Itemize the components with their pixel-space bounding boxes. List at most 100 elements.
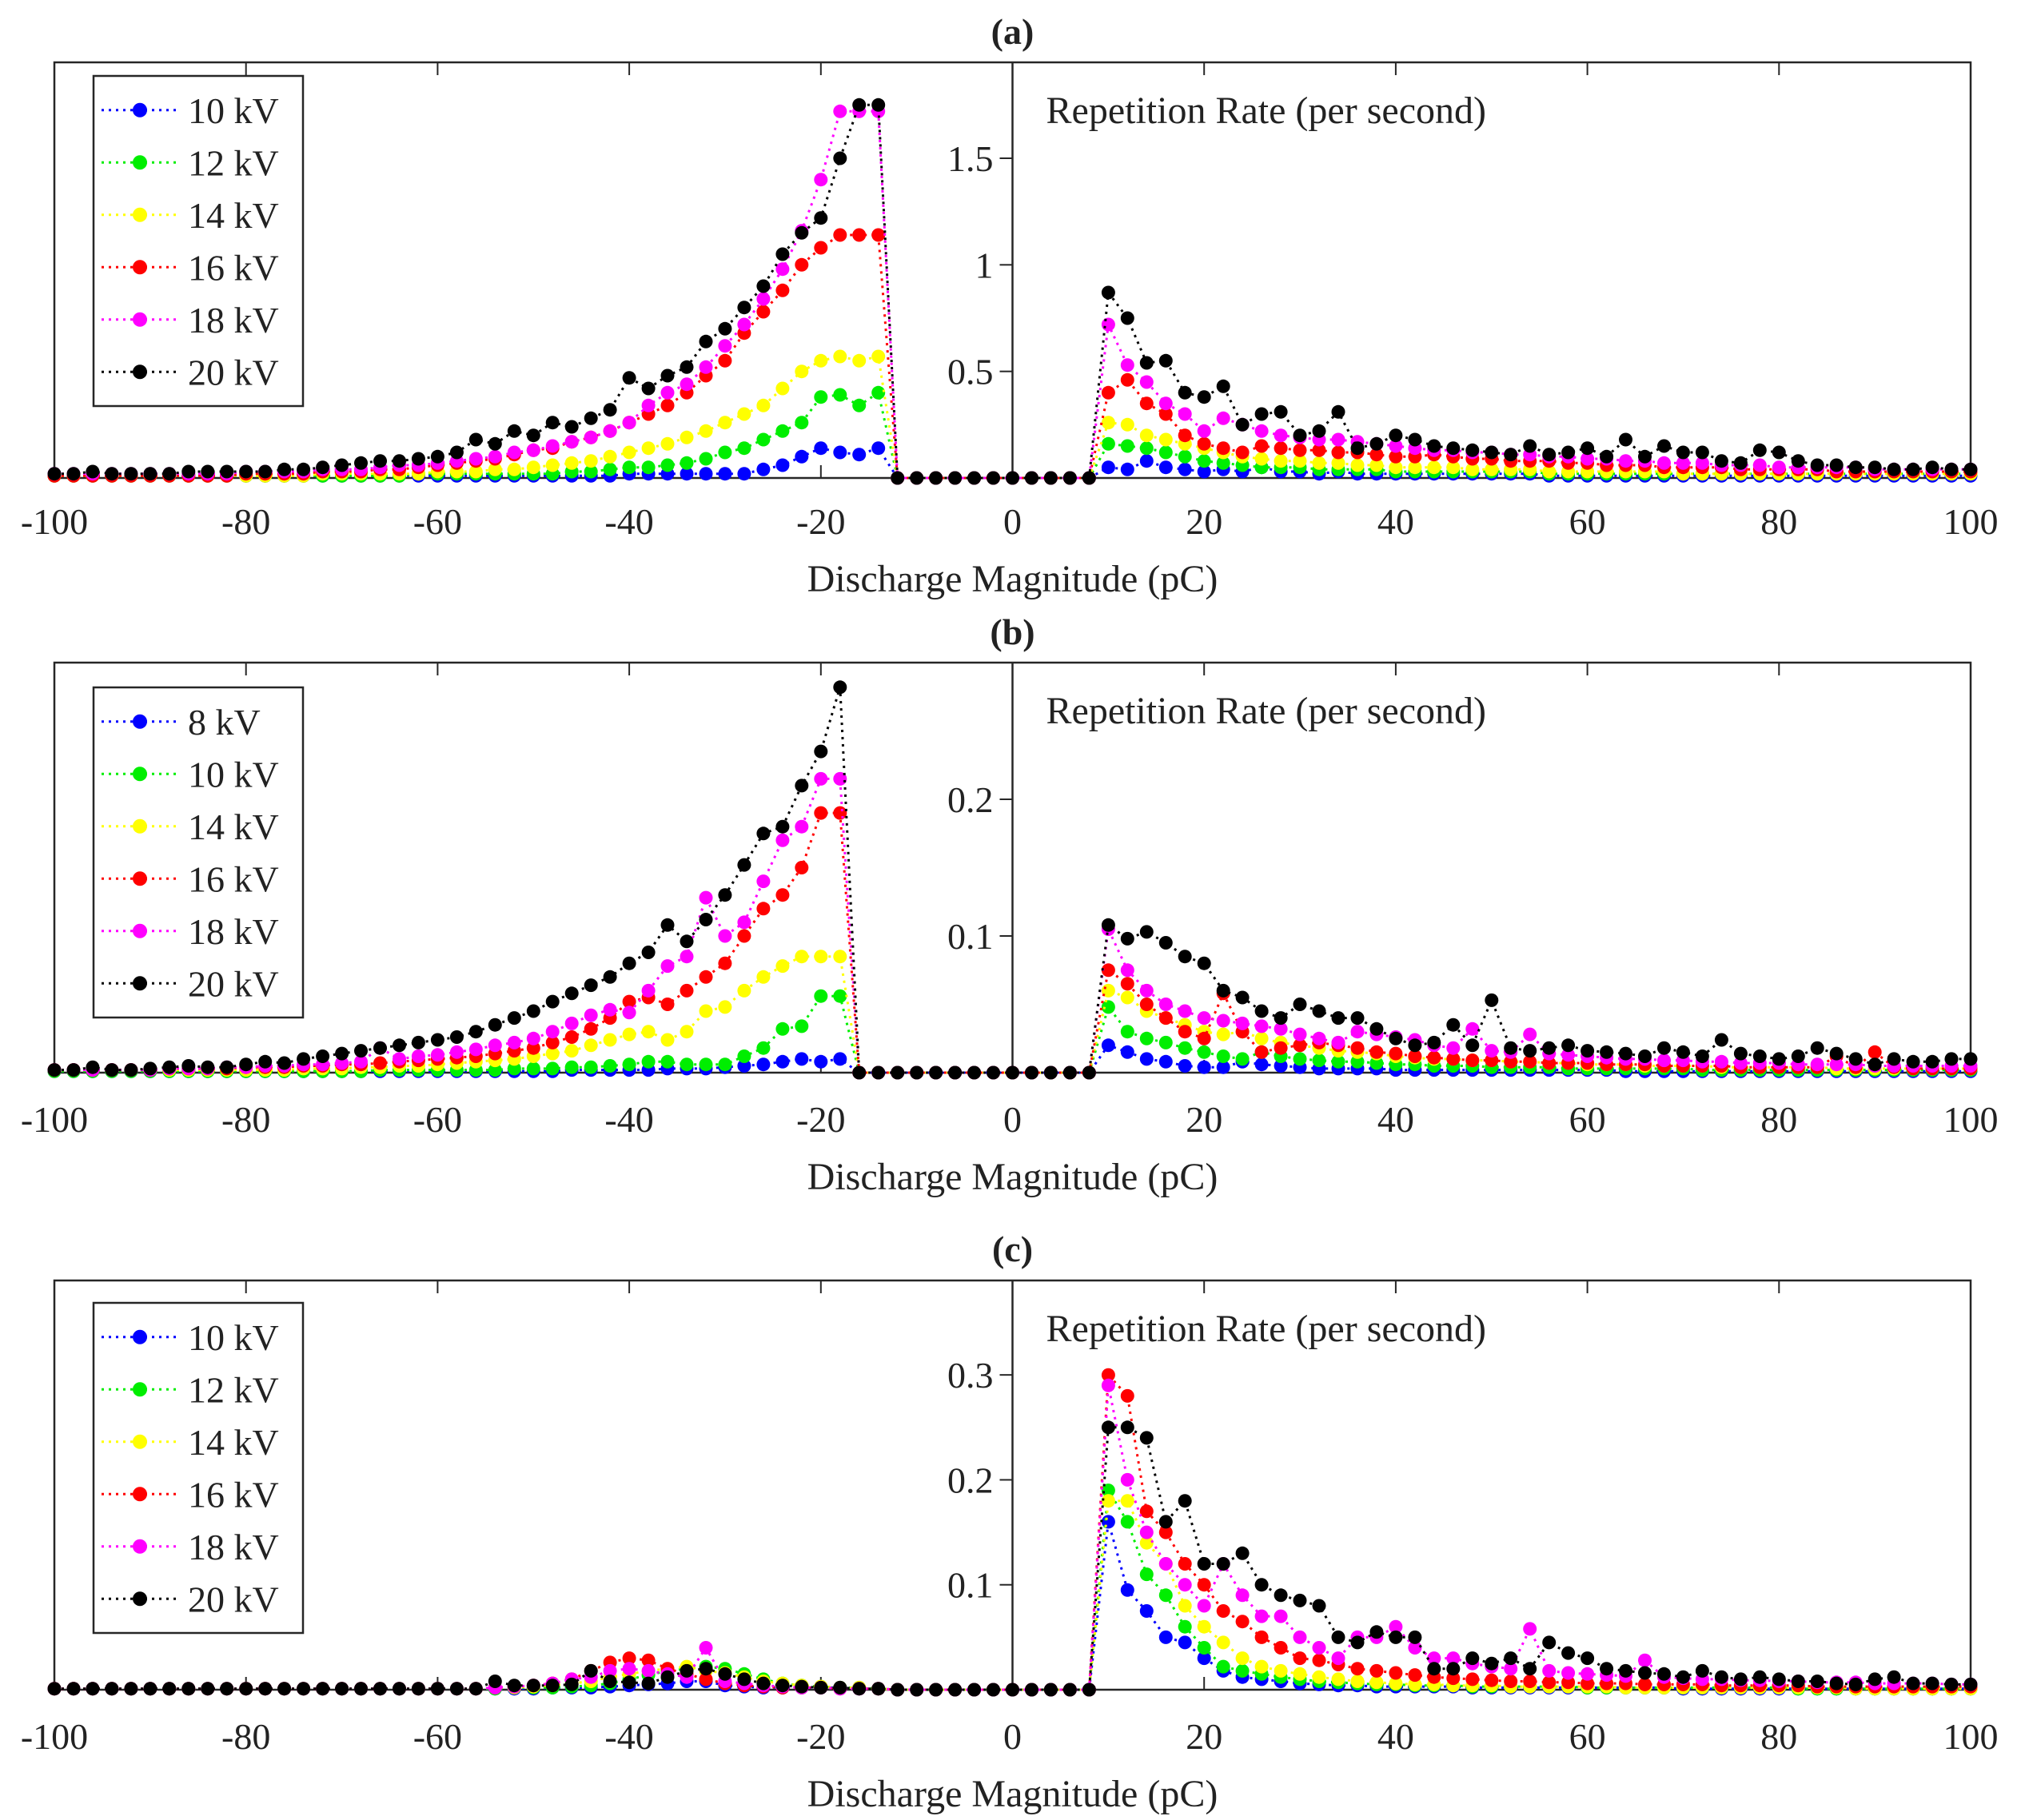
data-point: [1274, 428, 1288, 443]
data-point: [660, 1054, 675, 1069]
data-point: [1810, 458, 1824, 472]
data-point: [1408, 432, 1422, 447]
legend-marker: [133, 1539, 147, 1554]
x-axis-label: Discharge Magnitude (pC): [807, 1773, 1218, 1815]
data-point: [1944, 1052, 1959, 1066]
data-point: [871, 98, 886, 112]
data-point: [1235, 1663, 1250, 1678]
data-point: [699, 890, 713, 905]
data-point: [1925, 1054, 1939, 1069]
data-point: [1216, 1635, 1230, 1650]
data-point: [1312, 1004, 1326, 1018]
data-point: [1810, 1041, 1824, 1055]
legend-label: 14 kV: [188, 806, 279, 847]
data-point: [833, 349, 847, 364]
legend-marker: [133, 1382, 147, 1397]
data-point: [795, 416, 809, 430]
data-point: [1043, 1065, 1058, 1080]
legend-entry: 20 kV: [102, 352, 279, 392]
data-point: [297, 1052, 311, 1066]
data-point: [1101, 1000, 1115, 1014]
data-point: [545, 1025, 560, 1039]
legend-marker: [133, 1591, 147, 1607]
data-point: [1178, 950, 1192, 964]
data-point: [1235, 417, 1250, 432]
data-point: [1446, 1041, 1461, 1055]
data-point: [699, 1057, 713, 1072]
data-point: [316, 460, 330, 475]
data-point: [699, 452, 713, 466]
data-point: [814, 241, 828, 255]
data-point: [258, 464, 273, 479]
data-point: [354, 1682, 368, 1696]
data-point: [699, 424, 713, 438]
legend-marker: [133, 102, 147, 117]
data-point: [814, 211, 828, 225]
data-point: [1906, 1054, 1920, 1069]
data-point: [1101, 1494, 1115, 1508]
data-point: [948, 471, 963, 485]
data-point: [1120, 439, 1134, 453]
data-point: [852, 1682, 867, 1696]
data-point: [1120, 311, 1134, 325]
data-point: [1829, 1676, 1844, 1691]
data-point: [1408, 1677, 1422, 1691]
legend-label: 20 kV: [188, 1579, 279, 1619]
data-point: [1485, 1673, 1499, 1687]
data-point: [814, 1054, 828, 1069]
data-point: [756, 292, 771, 306]
data-point: [105, 467, 119, 481]
data-point: [1178, 1635, 1192, 1650]
data-point: [1331, 1035, 1345, 1049]
data-point: [699, 334, 713, 348]
legend-label: 16 kV: [188, 247, 279, 288]
y-tick-label: 1.5: [947, 138, 994, 179]
data-point: [430, 1033, 444, 1047]
data-point: [1235, 1651, 1250, 1666]
data-point: [1216, 1014, 1230, 1028]
legend-entry: 20 kV: [102, 1579, 279, 1619]
data-point: [814, 173, 828, 187]
data-point: [1791, 1675, 1805, 1688]
data-point: [680, 360, 694, 374]
data-point: [1197, 1045, 1211, 1059]
data-point: [162, 1060, 177, 1074]
data-point: [1139, 356, 1154, 370]
data-point: [1120, 372, 1134, 387]
data-point: [1293, 1651, 1307, 1666]
data-point: [756, 462, 771, 476]
data-point: [910, 1065, 924, 1080]
x-tick-label: -100: [21, 1099, 88, 1140]
y-tick-label: 0.1: [947, 1565, 994, 1606]
data-point: [1465, 1672, 1480, 1687]
data-point: [393, 454, 406, 468]
data-point: [1389, 439, 1403, 453]
data-point: [584, 1060, 598, 1074]
data-point: [1235, 1546, 1250, 1560]
data-point: [66, 1682, 81, 1696]
data-point: [833, 151, 847, 165]
legend-marker: [133, 312, 147, 327]
data-point: [1369, 448, 1384, 462]
data-point: [1025, 1065, 1038, 1080]
data-point: [1733, 1046, 1748, 1061]
data-point: [680, 430, 694, 444]
data-point: [1638, 449, 1652, 464]
data-point: [1139, 1525, 1154, 1539]
legend-label: 20 kV: [188, 352, 279, 392]
data-point: [603, 1663, 617, 1678]
data-point: [1312, 1653, 1326, 1667]
data-point: [1178, 407, 1192, 421]
data-point: [737, 858, 751, 872]
data-point: [622, 1675, 636, 1690]
legend-entry: 10 kV: [102, 1317, 279, 1358]
data-point: [1389, 1666, 1403, 1680]
data-point: [1676, 1045, 1690, 1059]
legend: 10 kV 12 kV 14 kV 16 kV 18 kV 20 kV: [92, 1301, 305, 1635]
data-point: [1389, 449, 1403, 464]
data-point: [910, 1683, 924, 1697]
data-point: [680, 467, 694, 481]
data-point: [1868, 460, 1882, 475]
data-point: [1178, 1025, 1192, 1039]
data-point: [833, 680, 847, 695]
